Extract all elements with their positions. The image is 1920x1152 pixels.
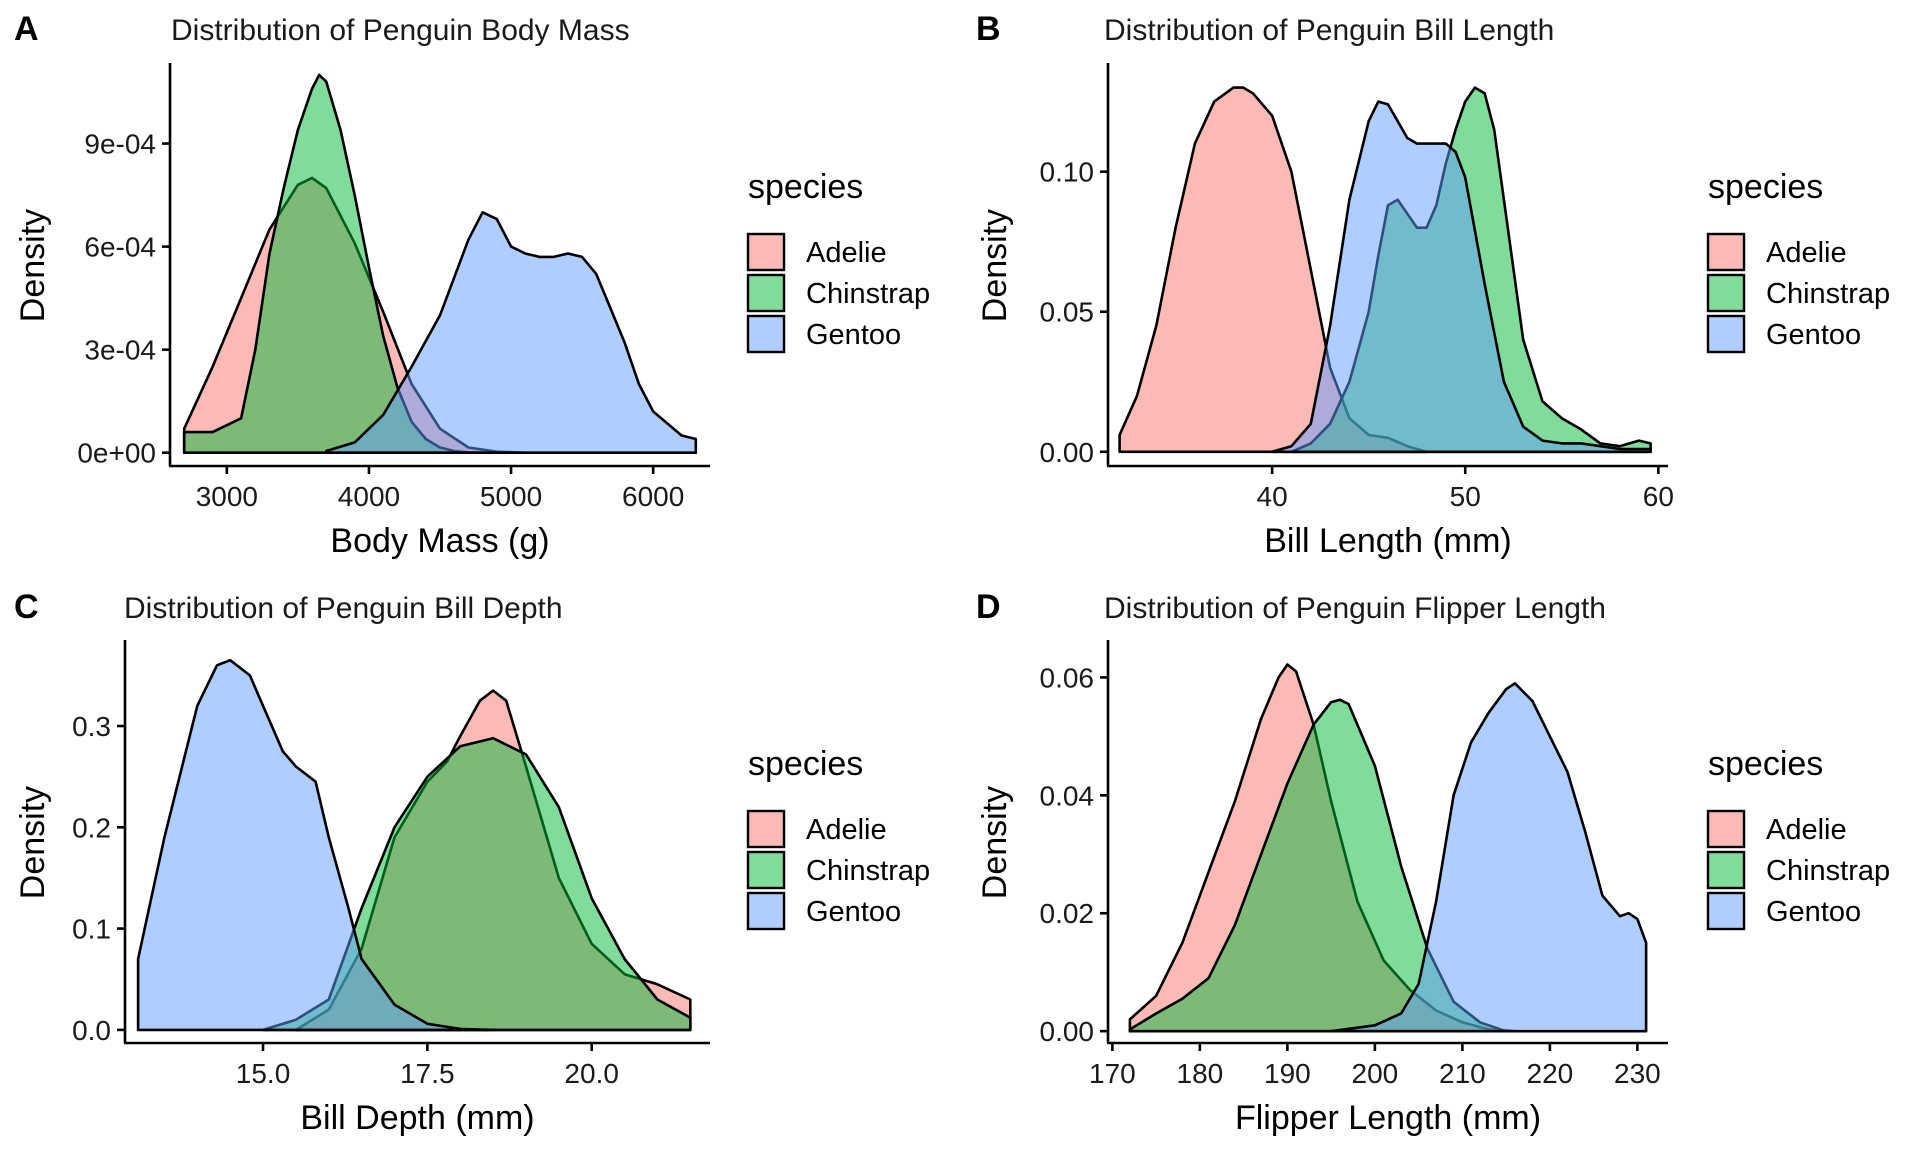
x-tick-label: 6000 — [622, 481, 684, 512]
chart-panel-d: D Distribution of Penguin Flipper Length 1… — [976, 588, 1890, 1137]
legend-label-chinstrap: Chinstrap — [806, 278, 930, 310]
y-axis-label: Density — [14, 786, 52, 899]
legend-label-adelie: Adelie — [1766, 237, 1847, 269]
y-tick-label: 0.00 — [1040, 437, 1095, 468]
density-area-gentoo — [136, 658, 495, 1032]
panel-tag: B — [976, 10, 1001, 48]
legend: species Adelie Chinstrap Gentoo — [1706, 745, 1890, 931]
y-tick-label: 0.10 — [1040, 157, 1095, 188]
x-tick-label: 50 — [1450, 481, 1481, 512]
legend: species Adelie Chinstrap Gentoo — [1706, 168, 1890, 354]
x-tick-label: 220 — [1527, 1058, 1574, 1089]
x-tick-label: 170 — [1089, 1058, 1136, 1089]
legend-key-chinstrap — [1706, 850, 1746, 890]
x-tick-label: 5000 — [480, 481, 542, 512]
legend-key-gentoo — [746, 314, 786, 354]
y-tick-label: 0.04 — [1040, 780, 1095, 811]
chart-panel-c: C Distribution of Penguin Bill Depth 15.0 1… — [14, 588, 930, 1137]
y-tick-label: 0.02 — [1040, 898, 1095, 929]
legend-title: species — [748, 745, 863, 783]
x-tick-label: 180 — [1177, 1058, 1224, 1089]
legend-label-gentoo: Gentoo — [1766, 319, 1861, 351]
y-tick-label: 6e-04 — [84, 232, 156, 263]
y-tick-label: 0.1 — [72, 914, 111, 945]
x-tick-label: 3000 — [196, 481, 258, 512]
density-area-gentoo — [1329, 682, 1648, 1033]
x-tick-label: 60 — [1643, 481, 1674, 512]
legend-label-gentoo: Gentoo — [806, 319, 901, 351]
legend-label-gentoo: Gentoo — [806, 896, 901, 928]
x-tick-label: 17.5 — [400, 1058, 455, 1089]
y-tick-label: 0.06 — [1040, 662, 1095, 693]
y-axis-label: Density — [976, 209, 1014, 322]
x-tick-label: 15.0 — [236, 1058, 291, 1089]
chart-title: Distribution of Penguin Body Mass — [171, 14, 630, 47]
x-tick-label: 210 — [1439, 1058, 1486, 1089]
chart-title: Distribution of Penguin Bill Depth — [124, 592, 563, 625]
x-tick-label: 230 — [1614, 1058, 1661, 1089]
y-tick-label: 0.00 — [1040, 1016, 1095, 1047]
y-tick-label: 0.3 — [72, 711, 111, 742]
density-area-gentoo — [1270, 100, 1652, 454]
x-tick-label: 190 — [1264, 1058, 1311, 1089]
chart-title: Distribution of Penguin Bill Length — [1104, 14, 1554, 47]
legend-label-chinstrap: Chinstrap — [1766, 278, 1890, 310]
legend-title: species — [1708, 745, 1823, 783]
y-tick-label: 0.0 — [72, 1015, 111, 1046]
panel-tag: D — [976, 588, 1001, 626]
y-tick-label: 9e-04 — [84, 129, 156, 160]
legend: species Adelie Chinstrap Gentoo — [746, 745, 930, 931]
panel-tag: A — [14, 10, 39, 48]
y-axis-label: Density — [14, 209, 52, 322]
legend-label-adelie: Adelie — [806, 814, 887, 846]
x-tick-label: 20.0 — [564, 1058, 619, 1089]
legend-key-chinstrap — [1706, 273, 1746, 313]
x-axis-label: Bill Depth (mm) — [300, 1099, 534, 1137]
legend-key-adelie — [746, 232, 786, 272]
x-tick-label: 200 — [1352, 1058, 1399, 1089]
x-tick-label: 4000 — [338, 481, 400, 512]
legend-label-chinstrap: Chinstrap — [1766, 855, 1890, 887]
legend-key-gentoo — [1706, 891, 1746, 931]
panel-tag: C — [14, 588, 39, 626]
legend-label-gentoo: Gentoo — [1766, 896, 1861, 928]
x-axis-label: Flipper Length (mm) — [1235, 1099, 1541, 1137]
legend-label-adelie: Adelie — [1766, 814, 1847, 846]
chart-panel-a: A Distribution of Penguin Body Mass 3000 40… — [14, 10, 930, 560]
density-area-gentoo — [325, 211, 698, 454]
legend-key-adelie — [1706, 232, 1746, 272]
legend: species Adelie Chinstrap Gentoo — [746, 168, 930, 354]
y-tick-label: 0.2 — [72, 812, 111, 843]
y-tick-label: 3e-04 — [84, 335, 156, 366]
y-axis-label: Density — [976, 786, 1014, 899]
legend-title: species — [748, 168, 863, 206]
chart-panel-b: B Distribution of Penguin Bill Length 40 50… — [976, 10, 1890, 560]
chart-title: Distribution of Penguin Flipper Length — [1104, 592, 1606, 625]
legend-key-adelie — [1706, 809, 1746, 849]
x-tick-label: 40 — [1257, 481, 1288, 512]
x-axis-label: Body Mass (g) — [330, 522, 549, 560]
x-axis-label: Bill Length (mm) — [1264, 522, 1512, 560]
legend-key-chinstrap — [746, 273, 786, 313]
legend-label-chinstrap: Chinstrap — [806, 855, 930, 887]
legend-label-adelie: Adelie — [806, 237, 887, 269]
legend-key-gentoo — [1706, 314, 1746, 354]
y-tick-label: 0.05 — [1040, 297, 1095, 328]
y-tick-label: 0e+00 — [77, 438, 156, 469]
legend-key-gentoo — [746, 891, 786, 931]
legend-key-chinstrap — [746, 850, 786, 890]
legend-key-adelie — [746, 809, 786, 849]
legend-title: species — [1708, 168, 1823, 206]
